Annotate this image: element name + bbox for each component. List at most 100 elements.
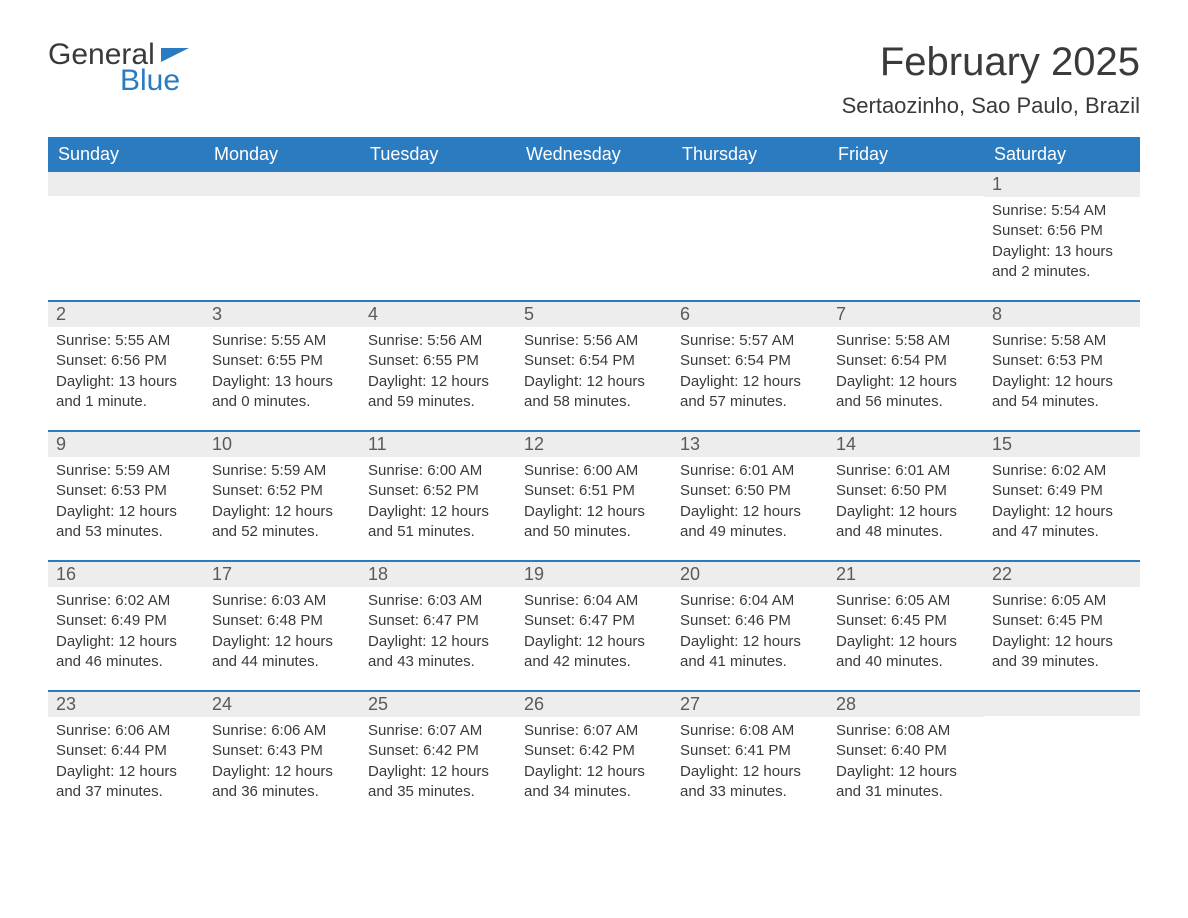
sunset-line: Sunset: 6:56 PM (992, 221, 1132, 241)
logo-word-2: Blue (120, 66, 189, 96)
day-cell: 6Sunrise: 5:57 AMSunset: 6:54 PMDaylight… (672, 302, 828, 430)
week-row: 16Sunrise: 6:02 AMSunset: 6:49 PMDayligh… (48, 560, 1140, 690)
sunset-line: Sunset: 6:55 PM (368, 351, 508, 371)
day-info: Sunrise: 6:01 AMSunset: 6:50 PMDaylight:… (680, 461, 820, 542)
day-cell: 10Sunrise: 5:59 AMSunset: 6:52 PMDayligh… (204, 432, 360, 560)
day-number: 22 (984, 562, 1140, 587)
day-cell: 24Sunrise: 6:06 AMSunset: 6:43 PMDayligh… (204, 692, 360, 820)
day-info: Sunrise: 6:08 AMSunset: 6:40 PMDaylight:… (836, 721, 976, 802)
sunset-line: Sunset: 6:52 PM (368, 481, 508, 501)
day-header: Friday (828, 137, 984, 172)
day2-line: and 48 minutes. (836, 522, 976, 542)
day-number (984, 692, 1140, 716)
day-info: Sunrise: 5:56 AMSunset: 6:54 PMDaylight:… (524, 331, 664, 412)
header: General Blue February 2025 Sertaozinho, … (48, 40, 1140, 119)
sunset-line: Sunset: 6:50 PM (680, 481, 820, 501)
sunrise-line: Sunrise: 6:03 AM (368, 591, 508, 611)
day-info: Sunrise: 5:57 AMSunset: 6:54 PMDaylight:… (680, 331, 820, 412)
day-cell: 19Sunrise: 6:04 AMSunset: 6:47 PMDayligh… (516, 562, 672, 690)
day-header: Thursday (672, 137, 828, 172)
day2-line: and 39 minutes. (992, 652, 1132, 672)
day-cell: 17Sunrise: 6:03 AMSunset: 6:48 PMDayligh… (204, 562, 360, 690)
day-number: 15 (984, 432, 1140, 457)
sunset-line: Sunset: 6:46 PM (680, 611, 820, 631)
day-number: 7 (828, 302, 984, 327)
day2-line: and 49 minutes. (680, 522, 820, 542)
sunrise-line: Sunrise: 6:05 AM (836, 591, 976, 611)
day-cell: 1Sunrise: 5:54 AMSunset: 6:56 PMDaylight… (984, 172, 1140, 300)
weeks-container: 1Sunrise: 5:54 AMSunset: 6:56 PMDaylight… (48, 172, 1140, 820)
day1-line: Daylight: 12 hours (56, 632, 196, 652)
day-cell: 8 Sunrise: 5:58 AMSunset: 6:53 PMDaylight… (984, 302, 1140, 430)
day1-line: Daylight: 12 hours (836, 372, 976, 392)
sunset-line: Sunset: 6:47 PM (368, 611, 508, 631)
day1-line: Daylight: 12 hours (524, 502, 664, 522)
day1-line: Daylight: 13 hours (56, 372, 196, 392)
week-row: 2Sunrise: 5:55 AMSunset: 6:56 PMDaylight… (48, 300, 1140, 430)
day-info: Sunrise: 6:00 AMSunset: 6:51 PMDaylight:… (524, 461, 664, 542)
day-number: 25 (360, 692, 516, 717)
sunrise-line: Sunrise: 5:59 AM (56, 461, 196, 481)
day-info: Sunrise: 6:04 AMSunset: 6:47 PMDaylight:… (524, 591, 664, 672)
day1-line: Daylight: 12 hours (524, 762, 664, 782)
sunset-line: Sunset: 6:41 PM (680, 741, 820, 761)
sunrise-line: Sunrise: 6:02 AM (992, 461, 1132, 481)
day-number: 16 (48, 562, 204, 587)
day-cell: 26 Sunrise: 6:07 AMSunset: 6:42 PMDayligh… (516, 692, 672, 820)
sunset-line: Sunset: 6:50 PM (836, 481, 976, 501)
sunrise-line: Sunrise: 6:00 AM (368, 461, 508, 481)
day1-line: Daylight: 12 hours (56, 762, 196, 782)
day2-line: and 59 minutes. (368, 392, 508, 412)
day-info: Sunrise: 6:02 AMSunset: 6:49 PMDaylight:… (992, 461, 1132, 542)
day-cell: 23Sunrise: 6:06 AMSunset: 6:44 PMDayligh… (48, 692, 204, 820)
day-cell: 5Sunrise: 5:56 AMSunset: 6:54 PMDaylight… (516, 302, 672, 430)
sunrise-line: Sunrise: 6:05 AM (992, 591, 1132, 611)
day-cell: 28 Sunrise: 6:08 AMSunset: 6:40 PMDayligh… (828, 692, 984, 820)
title-block: February 2025 Sertaozinho, Sao Paulo, Br… (842, 40, 1140, 119)
day-header: Monday (204, 137, 360, 172)
sunrise-line: Sunrise: 5:55 AM (56, 331, 196, 351)
sunset-line: Sunset: 6:45 PM (992, 611, 1132, 631)
day-number (48, 172, 204, 196)
day-number: 8 (984, 302, 1140, 327)
sunset-line: Sunset: 6:54 PM (680, 351, 820, 371)
sunrise-line: Sunrise: 6:08 AM (836, 721, 976, 741)
day1-line: Daylight: 12 hours (992, 372, 1132, 392)
sunrise-line: Sunrise: 5:58 AM (992, 331, 1132, 351)
day1-line: Daylight: 12 hours (992, 632, 1132, 652)
sunset-line: Sunset: 6:54 PM (524, 351, 664, 371)
sunset-line: Sunset: 6:56 PM (56, 351, 196, 371)
day-cell (360, 172, 516, 300)
day-info: Sunrise: 6:07 AMSunset: 6:42 PMDaylight:… (524, 721, 664, 802)
sunrise-line: Sunrise: 6:04 AM (680, 591, 820, 611)
sunset-line: Sunset: 6:42 PM (368, 741, 508, 761)
day1-line: Daylight: 12 hours (212, 762, 352, 782)
day-info: Sunrise: 6:08 AMSunset: 6:41 PMDaylight:… (680, 721, 820, 802)
day-info: Sunrise: 6:01 AMSunset: 6:50 PMDaylight:… (836, 461, 976, 542)
day2-line: and 35 minutes. (368, 782, 508, 802)
day-number: 28 (828, 692, 984, 717)
day1-line: Daylight: 12 hours (212, 502, 352, 522)
day1-line: Daylight: 13 hours (992, 242, 1132, 262)
day-number: 26 (516, 692, 672, 717)
sunrise-line: Sunrise: 6:07 AM (524, 721, 664, 741)
day-header: Saturday (984, 137, 1140, 172)
day2-line: and 41 minutes. (680, 652, 820, 672)
day2-line: and 51 minutes. (368, 522, 508, 542)
sunset-line: Sunset: 6:55 PM (212, 351, 352, 371)
day2-line: and 1 minute. (56, 392, 196, 412)
day-info: Sunrise: 5:58 AMSunset: 6:53 PMDaylight:… (992, 331, 1132, 412)
day-cell: 21Sunrise: 6:05 AMSunset: 6:45 PMDayligh… (828, 562, 984, 690)
sunrise-line: Sunrise: 5:55 AM (212, 331, 352, 351)
sunrise-line: Sunrise: 5:56 AM (524, 331, 664, 351)
sunrise-line: Sunrise: 5:56 AM (368, 331, 508, 351)
day2-line: and 52 minutes. (212, 522, 352, 542)
day2-line: and 54 minutes. (992, 392, 1132, 412)
day-cell: 13Sunrise: 6:01 AMSunset: 6:50 PMDayligh… (672, 432, 828, 560)
day2-line: and 47 minutes. (992, 522, 1132, 542)
day1-line: Daylight: 12 hours (992, 502, 1132, 522)
day2-line: and 36 minutes. (212, 782, 352, 802)
day-info: Sunrise: 6:00 AMSunset: 6:52 PMDaylight:… (368, 461, 508, 542)
day-cell: 12Sunrise: 6:00 AMSunset: 6:51 PMDayligh… (516, 432, 672, 560)
day-number (516, 172, 672, 196)
